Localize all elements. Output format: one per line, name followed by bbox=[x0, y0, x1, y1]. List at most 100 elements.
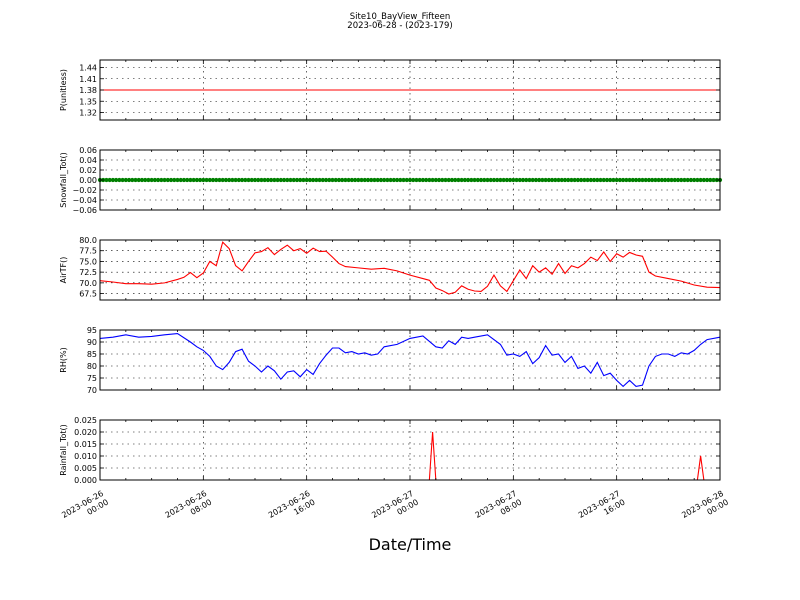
data-point bbox=[385, 177, 390, 183]
data-point bbox=[394, 177, 400, 183]
data-point bbox=[495, 177, 500, 183]
data-point bbox=[695, 177, 700, 183]
y-tick-label: 90 bbox=[87, 338, 97, 347]
data-point bbox=[666, 177, 671, 183]
data-point bbox=[317, 177, 322, 183]
data-point bbox=[239, 177, 245, 183]
data-point bbox=[252, 177, 258, 183]
y-tick-label: 75.0 bbox=[79, 257, 97, 266]
y-tick-label: 1.41 bbox=[79, 75, 97, 84]
chart-title: Site10_BayView_Fifteen bbox=[350, 12, 451, 22]
data-point bbox=[698, 177, 703, 183]
y-tick-label: 95 bbox=[87, 326, 97, 335]
x-axis-label: Date/Time bbox=[369, 535, 452, 554]
y-tick-label: 0.02 bbox=[79, 166, 97, 175]
data-point bbox=[356, 177, 361, 183]
data-point bbox=[246, 177, 251, 183]
data-point bbox=[272, 177, 277, 183]
data-point bbox=[633, 177, 639, 183]
y-axis-label: P(unitless) bbox=[59, 69, 68, 111]
data-point bbox=[611, 177, 616, 183]
data-point bbox=[382, 177, 387, 183]
y-tick-label: 0.000 bbox=[74, 476, 97, 485]
y-tick-label: 0.015 bbox=[74, 440, 97, 449]
series-line bbox=[99, 241, 721, 295]
data-point bbox=[143, 177, 148, 183]
data-point bbox=[637, 177, 642, 183]
data-point bbox=[249, 177, 254, 183]
y-tick-label: 0.020 bbox=[74, 428, 97, 437]
data-point bbox=[285, 177, 290, 183]
data-point bbox=[136, 177, 141, 183]
y-tick-label: 70.0 bbox=[79, 279, 97, 288]
data-point bbox=[114, 177, 119, 183]
data-point bbox=[517, 177, 522, 183]
subplots: 1.321.351.381.411.44P(unitless)0.060.040… bbox=[59, 59, 723, 485]
y-tick-label: 80.0 bbox=[79, 236, 97, 245]
data-point bbox=[614, 177, 619, 183]
series-line bbox=[100, 431, 720, 481]
data-point bbox=[669, 177, 674, 183]
data-point bbox=[343, 177, 348, 183]
data-point bbox=[156, 177, 161, 183]
data-point bbox=[304, 177, 309, 183]
chart-subtitle: 2023-06-28 - (2023-179) bbox=[347, 21, 452, 31]
data-point bbox=[679, 177, 684, 183]
data-point bbox=[433, 177, 438, 183]
data-point bbox=[126, 177, 132, 183]
subplot-4: 95 90 85 80 75 70 RH(%) bbox=[59, 326, 721, 395]
data-point bbox=[459, 177, 464, 183]
data-point bbox=[672, 177, 677, 183]
data-point bbox=[520, 177, 526, 183]
data-point bbox=[198, 177, 203, 183]
data-point bbox=[559, 177, 564, 183]
data-point bbox=[482, 177, 487, 183]
data-point bbox=[498, 177, 503, 183]
data-point bbox=[553, 177, 558, 183]
data-point bbox=[569, 177, 574, 183]
y-tick-label: −0.02 bbox=[72, 186, 97, 195]
data-point bbox=[256, 177, 261, 183]
y-tick-label: 1.38 bbox=[79, 86, 97, 95]
data-point bbox=[243, 177, 248, 183]
y-tick-label: 0.04 bbox=[79, 156, 97, 165]
data-point bbox=[110, 177, 116, 183]
data-point bbox=[511, 177, 516, 183]
data-point bbox=[311, 177, 316, 183]
data-point bbox=[514, 177, 519, 183]
data-point bbox=[430, 177, 435, 183]
data-point bbox=[230, 177, 235, 183]
data-point bbox=[617, 177, 622, 183]
subplot-1: 1.32 1.35 1.38 1.41 1.44 P(unitless) bbox=[59, 59, 721, 121]
data-point bbox=[204, 177, 209, 183]
data-point bbox=[404, 177, 409, 183]
data-point bbox=[123, 177, 128, 183]
y-tick-label: 70 bbox=[87, 386, 97, 395]
data-point bbox=[566, 177, 571, 183]
data-point bbox=[533, 177, 539, 183]
data-point bbox=[133, 177, 138, 183]
data-point bbox=[424, 177, 429, 183]
y-tick-label: 1.44 bbox=[79, 64, 97, 73]
y-tick-label: 75 bbox=[87, 374, 97, 383]
data-point bbox=[330, 177, 335, 183]
data-point bbox=[575, 177, 581, 183]
data-point bbox=[401, 177, 406, 183]
data-point bbox=[420, 177, 426, 183]
y-tick-label: 85 bbox=[87, 350, 97, 359]
data-point bbox=[469, 177, 474, 183]
y-tick-label: 80 bbox=[87, 362, 97, 371]
data-point bbox=[427, 177, 432, 183]
y-axis-label: AirTF() bbox=[59, 257, 68, 284]
data-point bbox=[449, 177, 455, 183]
data-point bbox=[643, 177, 648, 183]
data-point bbox=[227, 177, 232, 183]
data-point bbox=[353, 177, 358, 183]
data-point bbox=[627, 177, 632, 183]
data-point bbox=[120, 177, 125, 183]
data-point bbox=[546, 177, 551, 183]
data-point bbox=[375, 177, 380, 183]
